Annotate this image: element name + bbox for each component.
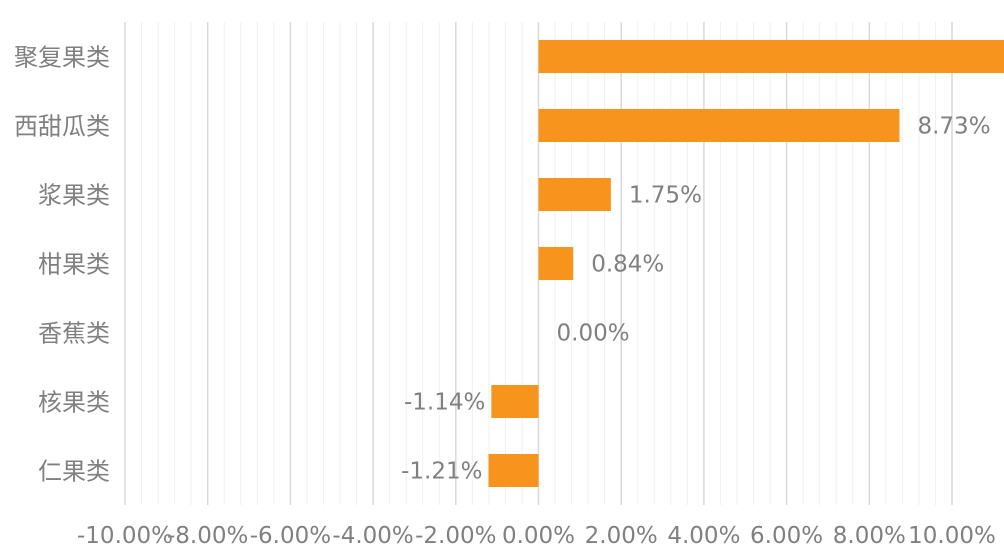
x-tick-label: 8.00% (833, 523, 906, 549)
data-label: 0.84% (591, 252, 664, 278)
data-label: 0.00% (557, 321, 630, 347)
category-label: 西甜瓜类 (14, 113, 110, 141)
bar (539, 247, 574, 280)
category-label: 核果类 (38, 389, 110, 417)
category-label: 仁果类 (38, 458, 110, 486)
data-label: 1.75% (629, 183, 702, 209)
x-tick-label: -6.00% (250, 523, 331, 549)
x-tick-label: 10.00% (908, 523, 996, 549)
bars (488, 40, 1004, 487)
data-label: -1.21% (401, 459, 482, 485)
x-tick-label: 6.00% (750, 523, 823, 549)
x-tick-label: -2.00% (415, 523, 496, 549)
bar (539, 40, 1004, 73)
bar (491, 385, 538, 418)
x-tick-label: 4.00% (667, 523, 740, 549)
bar (539, 178, 611, 211)
x-tick-label: -4.00% (332, 523, 413, 549)
bar (488, 454, 538, 487)
x-tick-labels: -10.00%-8.00%-6.00%-4.00%-2.00%0.00% 2.00… (77, 523, 996, 549)
category-label: 香蕉类 (38, 320, 110, 348)
data-label: 8.73% (917, 114, 990, 140)
x-tick-label: 0.00% (502, 523, 575, 549)
bar (539, 109, 900, 142)
category-label: 浆果类 (38, 182, 110, 210)
x-tick-label: -8.00% (167, 523, 248, 549)
category-label: 柑果类 (38, 251, 110, 279)
category-label: 聚复果类 (14, 44, 110, 72)
x-tick-label: -10.00% (77, 523, 173, 549)
data-label: -1.14% (404, 390, 485, 416)
x-tick-label: 2.00% (585, 523, 658, 549)
